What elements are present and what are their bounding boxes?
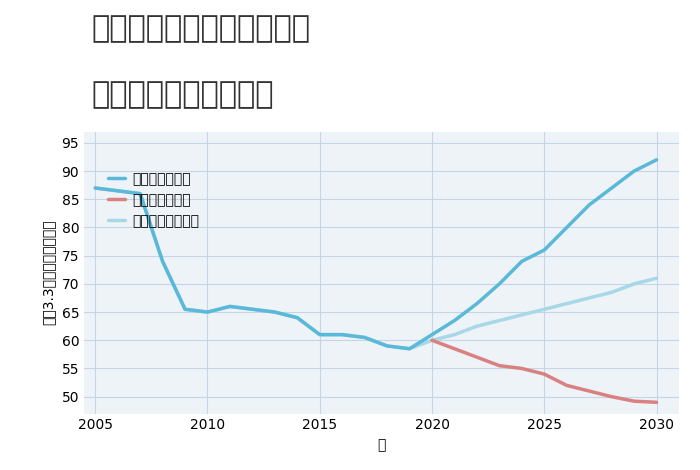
グッドシナリオ [652,157,661,163]
ノーマルシナリオ [248,306,257,312]
ノーマルシナリオ [473,323,481,329]
ノーマルシナリオ [158,258,167,264]
Line: バッドシナリオ: バッドシナリオ [432,340,657,402]
ノーマルシナリオ [517,312,526,318]
グッドシナリオ [585,202,594,208]
ノーマルシナリオ [630,281,638,287]
グッドシナリオ [517,258,526,264]
Legend: グッドシナリオ, バッドシナリオ, ノーマルシナリオ: グッドシナリオ, バッドシナリオ, ノーマルシナリオ [103,167,204,234]
ノーマルシナリオ [652,275,661,281]
ノーマルシナリオ [113,188,122,194]
ノーマルシナリオ [271,309,279,315]
グッドシナリオ [225,304,234,309]
Text: 中古戸建ての価格推移: 中古戸建ての価格推移 [91,80,274,109]
グッドシナリオ [563,225,571,230]
バッドシナリオ [450,346,459,352]
ノーマルシナリオ [563,301,571,306]
ノーマルシナリオ [203,309,211,315]
X-axis label: 年: 年 [377,438,386,452]
グッドシナリオ [360,335,369,340]
バッドシナリオ [585,388,594,394]
ノーマルシナリオ [338,332,346,337]
ノーマルシナリオ [225,304,234,309]
バッドシナリオ [495,363,503,368]
バッドシナリオ [652,400,661,405]
ノーマルシナリオ [450,332,459,337]
グッドシナリオ [91,185,99,191]
ノーマルシナリオ [136,191,144,196]
バッドシナリオ [608,394,616,399]
グッドシナリオ [271,309,279,315]
バッドシナリオ [517,366,526,371]
ノーマルシナリオ [91,185,99,191]
Line: グッドシナリオ: グッドシナリオ [95,160,657,349]
Text: 三重県津市久居西鷹跡町の: 三重県津市久居西鷹跡町の [91,14,310,43]
グッドシナリオ [158,258,167,264]
グッドシナリオ [181,306,189,312]
バッドシナリオ [473,354,481,360]
Y-axis label: 坪（3.3㎡）単価（万円）: 坪（3.3㎡）単価（万円） [42,220,56,325]
グッドシナリオ [608,185,616,191]
グッドシナリオ [495,281,503,287]
グッドシナリオ [428,332,436,337]
グッドシナリオ [473,301,481,306]
ノーマルシナリオ [181,306,189,312]
ノーマルシナリオ [495,318,503,323]
バッドシナリオ [540,371,549,377]
ノーマルシナリオ [293,315,302,321]
Line: ノーマルシナリオ: ノーマルシナリオ [95,188,657,349]
バッドシナリオ [630,399,638,404]
ノーマルシナリオ [405,346,414,352]
ノーマルシナリオ [608,290,616,295]
ノーマルシナリオ [428,337,436,343]
グッドシナリオ [293,315,302,321]
ノーマルシナリオ [360,335,369,340]
グッドシナリオ [405,346,414,352]
ノーマルシナリオ [585,295,594,301]
グッドシナリオ [383,343,391,349]
グッドシナリオ [540,247,549,253]
グッドシナリオ [203,309,211,315]
グッドシナリオ [316,332,324,337]
バッドシナリオ [428,337,436,343]
グッドシナリオ [136,191,144,196]
グッドシナリオ [630,168,638,174]
グッドシナリオ [113,188,122,194]
ノーマルシナリオ [540,306,549,312]
グッドシナリオ [338,332,346,337]
グッドシナリオ [450,318,459,323]
ノーマルシナリオ [383,343,391,349]
バッドシナリオ [563,383,571,388]
グッドシナリオ [248,306,257,312]
ノーマルシナリオ [316,332,324,337]
